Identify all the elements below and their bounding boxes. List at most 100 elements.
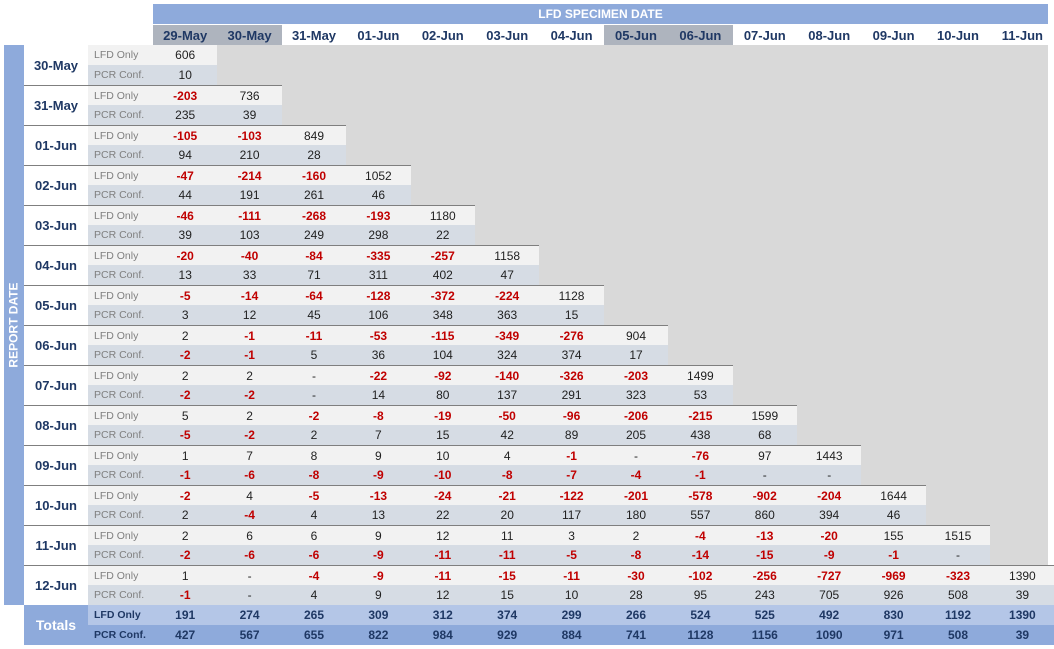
- column-header-date: 11-Jun: [990, 25, 1054, 45]
- pcr-value-cell: 22: [410, 225, 475, 245]
- lfd-value-cell: -276: [539, 325, 604, 345]
- row-type-lfd: LFD Only: [88, 125, 153, 145]
- lfd-value-cell: 7: [217, 445, 282, 465]
- pcr-value-cell: -: [797, 465, 862, 485]
- pcr-value-cell: 33: [217, 265, 282, 285]
- pcr-value-cell: 39: [153, 225, 218, 245]
- report-date-label: 08-Jun: [24, 405, 88, 445]
- pcr-value-cell: 39: [217, 105, 282, 125]
- pcr-value-cell: 47: [475, 265, 540, 285]
- pcr-value-cell: -1: [668, 465, 733, 485]
- total-lfd-cell: 492: [797, 605, 862, 625]
- row-type-pcr: PCR Conf.: [88, 185, 153, 205]
- row-type-pcr: PCR Conf.: [88, 385, 153, 405]
- pcr-value-cell: -6: [217, 465, 282, 485]
- lfd-value-cell: -1: [217, 325, 282, 345]
- lfd-value-cell: -84: [281, 245, 347, 265]
- pcr-value-cell: 2: [153, 505, 218, 525]
- column-header-date: 07-Jun: [732, 25, 797, 45]
- pcr-value-cell: 4: [281, 505, 347, 525]
- pcr-value-cell: 7: [346, 425, 411, 445]
- pcr-value-cell: -15: [732, 545, 797, 565]
- lfd-value-cell: 12: [410, 525, 475, 545]
- total-pcr-cell: 567: [217, 625, 282, 645]
- report-date-label: 07-Jun: [24, 365, 88, 405]
- lfd-value-cell: -15: [475, 565, 540, 585]
- lfd-value-cell: -2: [281, 405, 347, 425]
- pcr-value-cell: 394: [797, 505, 862, 525]
- pcr-value-cell: 9: [346, 585, 411, 605]
- row-type-lfd: LFD Only: [88, 245, 153, 265]
- pcr-value-cell: 15: [410, 425, 475, 445]
- column-header-date: 06-Jun: [668, 25, 733, 45]
- total-lfd-cell: 374: [475, 605, 540, 625]
- pcr-value-cell: 5: [281, 345, 347, 365]
- lfd-value-cell: 1: [153, 445, 218, 465]
- pcr-value-cell: -2: [153, 545, 218, 565]
- lfd-value-cell: -4: [281, 565, 347, 585]
- lfd-value-cell: 2: [603, 525, 669, 545]
- pcr-value-cell: -1: [153, 585, 218, 605]
- total-lfd-cell: 1192: [925, 605, 991, 625]
- totals-type-pcr: PCR Conf.: [88, 625, 153, 645]
- lfd-value-cell: 1644: [861, 485, 926, 505]
- pcr-value-cell: -4: [603, 465, 669, 485]
- pcr-value-cell: -2: [153, 385, 218, 405]
- row-type-lfd: LFD Only: [88, 325, 153, 345]
- pcr-value-cell: 363: [475, 305, 540, 325]
- lfd-value-cell: -11: [281, 325, 347, 345]
- pcr-value-cell: 374: [539, 345, 604, 365]
- pcr-value-cell: -6: [281, 545, 347, 565]
- column-header-date: 01-Jun: [346, 25, 411, 45]
- row-type-lfd: LFD Only: [88, 485, 153, 505]
- row-type-lfd: LFD Only: [88, 45, 153, 65]
- pcr-value-cell: 243: [732, 585, 797, 605]
- pcr-value-cell: 46: [861, 505, 926, 525]
- row-type-lfd: LFD Only: [88, 565, 153, 585]
- total-pcr-cell: 1090: [797, 625, 862, 645]
- pcr-value-cell: -11: [475, 545, 540, 565]
- pcr-value-cell: 210: [217, 145, 282, 165]
- lfd-value-cell: 1499: [668, 365, 733, 385]
- lfd-value-cell: -224: [475, 285, 540, 305]
- report-date-label: 06-Jun: [24, 325, 88, 365]
- total-lfd-cell: 524: [668, 605, 733, 625]
- lfd-value-cell: -30: [603, 565, 669, 585]
- lfd-value-cell: -22: [346, 365, 411, 385]
- pcr-value-cell: -5: [153, 425, 218, 445]
- row-type-lfd: LFD Only: [88, 85, 153, 105]
- column-header-date: 05-Jun: [603, 25, 669, 45]
- row-type-pcr: PCR Conf.: [88, 65, 153, 85]
- pcr-value-cell: -9: [797, 545, 862, 565]
- lfd-value-cell: -122: [539, 485, 604, 505]
- pcr-value-cell: 17: [603, 345, 669, 365]
- pcr-value-cell: -5: [539, 545, 604, 565]
- lfd-value-cell: -128: [346, 285, 411, 305]
- lfd-value-cell: 10: [410, 445, 475, 465]
- pcr-value-cell: 323: [603, 385, 669, 405]
- pcr-value-cell: 28: [281, 145, 347, 165]
- lfd-value-cell: -: [281, 365, 347, 385]
- total-lfd-cell: 299: [539, 605, 604, 625]
- pcr-value-cell: 14: [346, 385, 411, 405]
- lfd-value-cell: -2: [153, 485, 218, 505]
- lfd-value-cell: 2: [153, 325, 218, 345]
- report-date-text: REPORT DATE: [7, 282, 21, 368]
- column-header-date: 29-May: [153, 25, 218, 45]
- lfd-value-cell: 1515: [925, 525, 991, 545]
- pcr-value-cell: 205: [603, 425, 669, 445]
- lfd-value-cell: 4: [475, 445, 540, 465]
- pcr-value-cell: 137: [475, 385, 540, 405]
- lfd-value-cell: -204: [797, 485, 862, 505]
- lfd-value-cell: -13: [346, 485, 411, 505]
- lfd-value-cell: 3: [539, 525, 604, 545]
- lfd-value-cell: 904: [603, 325, 669, 345]
- column-header-date: 04-Jun: [539, 25, 604, 45]
- lfd-value-cell: -20: [153, 245, 218, 265]
- row-type-lfd: LFD Only: [88, 165, 153, 185]
- lfd-value-cell: 97: [732, 445, 797, 465]
- row-type-pcr: PCR Conf.: [88, 345, 153, 365]
- row-type-pcr: PCR Conf.: [88, 545, 153, 565]
- lfd-value-cell: -: [603, 445, 669, 465]
